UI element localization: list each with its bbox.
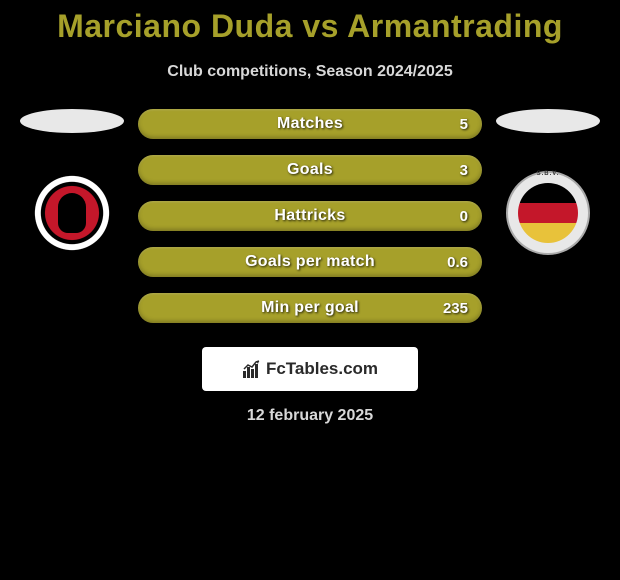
stat-bar-min-per-goal: Min per goal 235	[138, 293, 482, 323]
left-player-column	[18, 109, 126, 255]
right-player-column: S.B.V.	[494, 109, 602, 255]
stat-label: Hattricks	[274, 207, 345, 225]
stat-value: 0	[460, 208, 468, 225]
stat-label: Min per goal	[261, 299, 359, 317]
stat-value: 0.6	[447, 254, 468, 271]
badge-inner	[518, 183, 578, 243]
stat-bar-hattricks: Hattricks 0	[138, 201, 482, 231]
left-flag-oval	[20, 109, 124, 133]
brand-box: FcTables.com	[202, 347, 418, 391]
right-flag-oval	[496, 109, 600, 133]
page-title: Marciano Duda vs Armantrading	[0, 8, 620, 45]
right-club-badge: S.B.V.	[506, 171, 590, 255]
badge-text-top: S.B.V.	[508, 171, 588, 177]
stat-value: 3	[460, 162, 468, 179]
stat-value: 235	[443, 300, 468, 317]
date-text: 12 february 2025	[0, 407, 620, 425]
stat-label: Goals per match	[245, 253, 375, 271]
chart-icon	[242, 359, 262, 379]
infographic-root: Marciano Duda vs Armantrading Club compe…	[0, 0, 620, 425]
subtitle: Club competitions, Season 2024/2025	[0, 63, 620, 81]
stats-column: Matches 5 Goals 3 Hattricks 0	[138, 109, 482, 339]
stat-label: Matches	[277, 115, 343, 133]
stat-bar-goals: Goals 3	[138, 155, 482, 185]
stat-bar-goals-per-match: Goals per match 0.6	[138, 247, 482, 277]
stat-value: 5	[460, 116, 468, 133]
stat-bar-matches: Matches 5	[138, 109, 482, 139]
badge-stripe-top	[518, 183, 578, 203]
brand-text: FcTables.com	[266, 359, 378, 379]
left-club-badge	[30, 171, 114, 255]
badge-stripe-mid	[518, 203, 578, 223]
badge-stripe-bot	[518, 223, 578, 243]
main-row: Matches 5 Goals 3 Hattricks 0	[0, 109, 620, 339]
stat-label: Goals	[287, 161, 333, 179]
